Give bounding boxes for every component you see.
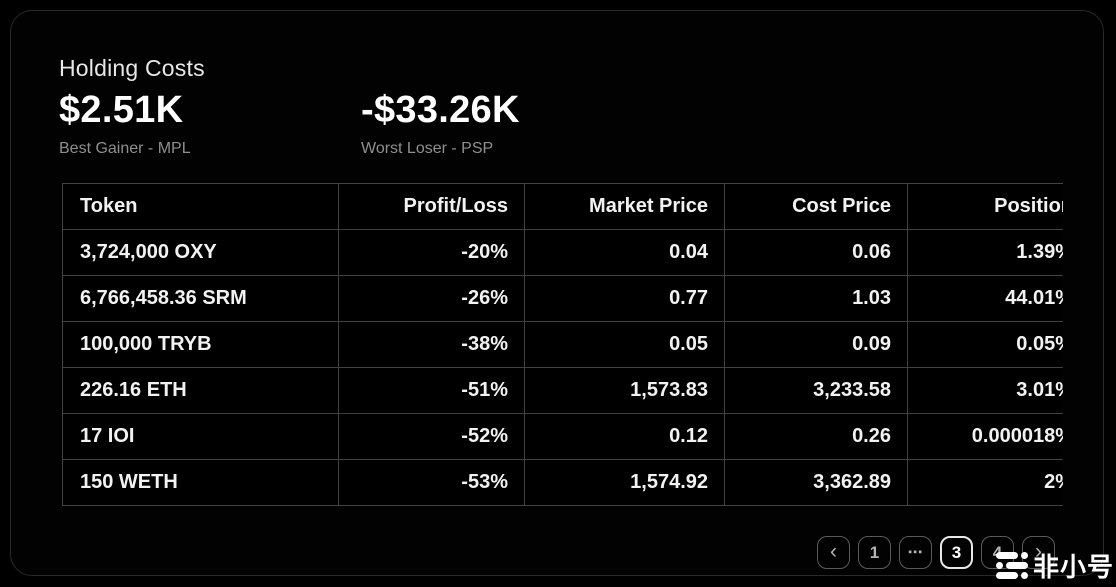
table-row: 100,000 TRYB -38% 0.05 0.09 0.05% xyxy=(62,321,1063,368)
token-cell: 6,766,458.36 SRM xyxy=(62,275,339,322)
holdings-table-viewport: Token Profit/Loss Market Price Cost Pric… xyxy=(62,183,1063,519)
pagination-ellipsis-button[interactable]: ⋯ xyxy=(899,536,932,569)
pagination-page-3-button[interactable]: 3 xyxy=(940,536,973,569)
page-title: Holding Costs xyxy=(59,55,205,81)
feixiaohao-watermark: 非小号 xyxy=(995,547,1114,584)
best-gainer-label: Best Gainer - MPL xyxy=(59,139,191,157)
pagination-page-1-button[interactable]: 1 xyxy=(858,536,891,569)
position-cell: 0.000018% xyxy=(907,413,1063,460)
table-header-row: Token Profit/Loss Market Price Cost Pric… xyxy=(62,183,1063,230)
profit-loss-cell: -52% xyxy=(338,413,525,460)
column-header-position: Position xyxy=(907,183,1063,230)
best-gainer-value: $2.51K xyxy=(59,89,184,131)
market-price-cell: 0.05 xyxy=(524,321,725,368)
stats-row: $2.51K Best Gainer - MPL -$33.26K Worst … xyxy=(59,89,663,158)
position-cell: 44.01% xyxy=(907,275,1063,322)
token-cell: 226.16 ETH xyxy=(62,367,339,414)
worst-loser-value: -$33.26K xyxy=(361,89,520,131)
column-header-cost-price: Cost Price xyxy=(724,183,908,230)
token-cell: 100,000 TRYB xyxy=(62,321,339,368)
table-row: 17 IOI -52% 0.12 0.26 0.000018% xyxy=(62,413,1063,460)
market-price-cell: 0.04 xyxy=(524,229,725,276)
position-cell: 2% xyxy=(907,459,1063,506)
cost-price-cell: 0.09 xyxy=(724,321,908,368)
token-cell: 150 WETH xyxy=(62,459,339,506)
column-header-token: Token xyxy=(62,183,339,230)
feixiaohao-bars-icon xyxy=(995,552,1028,579)
cost-price-cell: 0.26 xyxy=(724,413,908,460)
market-price-cell: 1,574.92 xyxy=(524,459,725,506)
profit-loss-cell: -26% xyxy=(338,275,525,322)
stat-best-gainer: $2.51K Best Gainer - MPL xyxy=(59,89,361,158)
market-price-cell: 1,573.83 xyxy=(524,367,725,414)
pagination-prev-button[interactable]: ‹ xyxy=(817,536,850,569)
column-header-profit-loss: Profit/Loss xyxy=(338,183,525,230)
market-price-cell: 0.77 xyxy=(524,275,725,322)
position-cell: 3.01% xyxy=(907,367,1063,414)
stat-worst-loser: -$33.26K Worst Loser - PSP xyxy=(361,89,663,158)
profit-loss-cell: -53% xyxy=(338,459,525,506)
position-cell: 1.39% xyxy=(907,229,1063,276)
profit-loss-cell: -51% xyxy=(338,367,525,414)
token-cell: 3,724,000 OXY xyxy=(62,229,339,276)
cost-price-cell: 3,362.89 xyxy=(724,459,908,506)
profit-loss-cell: -38% xyxy=(338,321,525,368)
table-row: 3,724,000 OXY -20% 0.04 0.06 1.39% xyxy=(62,229,1063,276)
cost-price-cell: 0.06 xyxy=(724,229,908,276)
position-cell: 0.05% xyxy=(907,321,1063,368)
table-row: 6,766,458.36 SRM -26% 0.77 1.03 44.01% xyxy=(62,275,1063,322)
holdings-table: Token Profit/Loss Market Price Cost Pric… xyxy=(62,183,1063,506)
cost-price-cell: 3,233.58 xyxy=(724,367,908,414)
market-price-cell: 0.12 xyxy=(524,413,725,460)
token-cell: 17 IOI xyxy=(62,413,339,460)
column-header-market-price: Market Price xyxy=(524,183,725,230)
worst-loser-label: Worst Loser - PSP xyxy=(361,139,494,157)
profit-loss-cell: -20% xyxy=(338,229,525,276)
table-row: 226.16 ETH -51% 1,573.83 3,233.58 3.01% xyxy=(62,367,1063,414)
table-row: 150 WETH -53% 1,574.92 3,362.89 2% xyxy=(62,459,1063,506)
holding-costs-card: Holding Costs $2.51K Best Gainer - MPL -… xyxy=(10,10,1104,576)
brand-name: 非小号 xyxy=(1032,552,1114,582)
cost-price-cell: 1.03 xyxy=(724,275,908,322)
